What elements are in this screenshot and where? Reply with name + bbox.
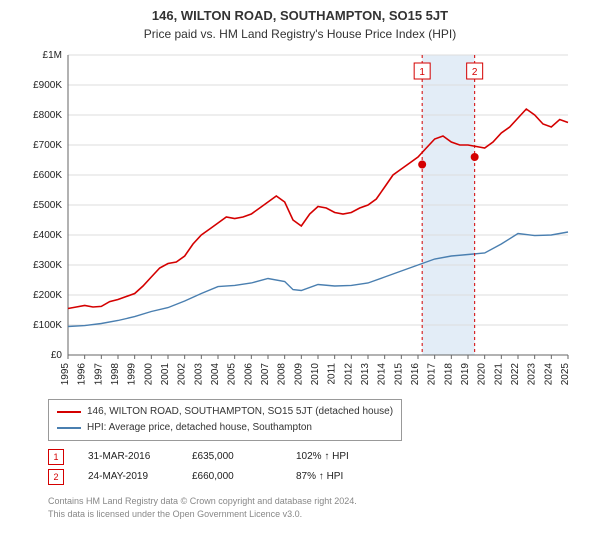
svg-text:£700K: £700K (33, 140, 62, 151)
svg-text:2011: 2011 (327, 363, 338, 385)
sales-table: 1 31-MAR-2016 £635,000 102% ↑ HPI 2 24-MAY-20… (48, 447, 580, 487)
sale-vs-hpi: 102% ↑ HPI (296, 447, 376, 467)
svg-text:£100K: £100K (33, 320, 62, 331)
legend-label: HPI: Average price, detached house, Sout… (87, 420, 312, 436)
svg-text:2008: 2008 (277, 363, 288, 386)
sale-date: 24-MAY-2019 (88, 467, 168, 487)
svg-text:2025: 2025 (560, 363, 571, 386)
svg-text:2019: 2019 (460, 363, 471, 386)
svg-text:£900K: £900K (33, 80, 62, 91)
svg-text:2015: 2015 (393, 363, 404, 386)
footer-line: Contains HM Land Registry data © Crown c… (48, 495, 580, 508)
sale-row: 1 31-MAR-2016 £635,000 102% ↑ HPI (48, 447, 580, 467)
sale-marker-box: 1 (48, 449, 64, 465)
svg-text:1995: 1995 (60, 363, 71, 386)
svg-text:2022: 2022 (510, 363, 521, 386)
svg-text:2016: 2016 (410, 363, 421, 386)
svg-text:2: 2 (472, 67, 478, 78)
legend-item: 146, WILTON ROAD, SOUTHAMPTON, SO15 5JT … (57, 404, 393, 420)
svg-text:2013: 2013 (360, 363, 371, 386)
line-chart-svg: £0 £100K £200K £300K £400K £500K £600K £700K £80… (20, 49, 580, 389)
svg-text:2021: 2021 (493, 363, 504, 386)
legend-label: 146, WILTON ROAD, SOUTHAMPTON, SO15 5JT … (87, 404, 393, 420)
svg-text:£800K: £800K (33, 110, 62, 121)
sale-date: 31-MAR-2016 (88, 447, 168, 467)
svg-text:£300K: £300K (33, 260, 62, 271)
footer-attribution: Contains HM Land Registry data © Crown c… (48, 495, 580, 521)
svg-text:2006: 2006 (243, 363, 254, 386)
svg-text:2017: 2017 (427, 363, 438, 386)
svg-text:2010: 2010 (310, 363, 321, 386)
svg-text:2023: 2023 (527, 363, 538, 386)
svg-text:2007: 2007 (260, 363, 271, 386)
svg-text:£600K: £600K (33, 170, 62, 181)
svg-text:2004: 2004 (210, 363, 221, 386)
svg-text:£400K: £400K (33, 230, 62, 241)
sale-marker-box: 2 (48, 469, 64, 485)
legend-swatch (57, 427, 81, 429)
legend-item: HPI: Average price, detached house, Sout… (57, 420, 393, 436)
svg-text:2020: 2020 (477, 363, 488, 386)
sale-vs-hpi: 87% ↑ HPI (296, 467, 376, 487)
svg-text:£0: £0 (51, 350, 63, 361)
svg-text:£200K: £200K (33, 290, 62, 301)
sale-row: 2 24-MAY-2019 £660,000 87% ↑ HPI (48, 467, 580, 487)
sale-price: £635,000 (192, 447, 272, 467)
svg-text:2014: 2014 (377, 363, 388, 386)
svg-text:2012: 2012 (343, 363, 354, 386)
svg-text:1999: 1999 (127, 363, 138, 386)
svg-text:2005: 2005 (227, 363, 238, 386)
chart-title: 146, WILTON ROAD, SOUTHAMPTON, SO15 5JT (0, 0, 600, 23)
sale-price: £660,000 (192, 467, 272, 487)
svg-text:1: 1 (419, 67, 425, 78)
svg-text:2001: 2001 (160, 363, 171, 386)
svg-text:£500K: £500K (33, 200, 62, 211)
svg-text:1996: 1996 (77, 363, 88, 386)
svg-text:2002: 2002 (177, 363, 188, 386)
chart-subtitle: Price paid vs. HM Land Registry's House … (0, 23, 600, 49)
svg-text:1998: 1998 (110, 363, 121, 386)
legend: 146, WILTON ROAD, SOUTHAMPTON, SO15 5JT … (48, 399, 402, 441)
footer-line: This data is licensed under the Open Gov… (48, 508, 580, 521)
svg-text:2018: 2018 (443, 363, 454, 386)
chart-container: 146, WILTON ROAD, SOUTHAMPTON, SO15 5JT … (0, 0, 600, 560)
svg-text:2009: 2009 (293, 363, 304, 386)
chart-area: £0 £100K £200K £300K £400K £500K £600K £700K £80… (20, 49, 580, 389)
svg-text:£1M: £1M (43, 50, 62, 61)
svg-text:2003: 2003 (193, 363, 204, 386)
legend-swatch (57, 411, 81, 413)
svg-text:2024: 2024 (543, 363, 554, 386)
svg-text:2000: 2000 (143, 363, 154, 386)
svg-text:1997: 1997 (93, 363, 104, 386)
